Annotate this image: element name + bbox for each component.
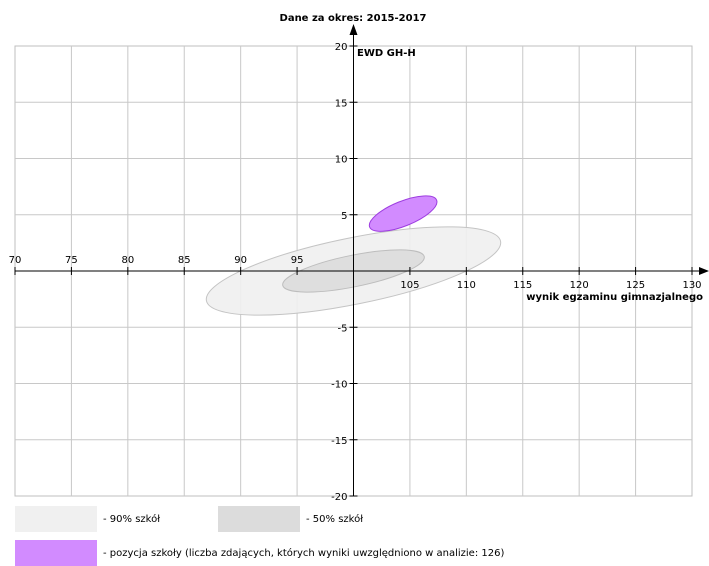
legend-label-50: - 50% szkół (306, 513, 364, 525)
ellipse-school-position (368, 195, 438, 232)
y-tick-label: 10 (335, 155, 348, 166)
x-tick-label: 95 (291, 255, 304, 266)
x-axis-label: wynik egzaminu gimnazjalnego (526, 292, 703, 303)
y-tick-label: 15 (335, 98, 348, 109)
x-tick-label: 80 (121, 255, 134, 266)
legend-swatch-90 (15, 506, 97, 532)
x-tick-label: 85 (178, 255, 191, 266)
axes (15, 24, 709, 496)
legend-swatch-school (15, 540, 97, 566)
y-axis-label: EWD GH-H (357, 48, 416, 59)
chart-title: Dane za okres: 2015-2017 (280, 13, 427, 24)
x-tick-label: 130 (682, 280, 701, 291)
legend-item-50: - 50% szkół (218, 506, 363, 532)
legend-swatch-50 (218, 506, 300, 532)
legend-label-school: - pozycja szkoły (liczba zdających, któr… (103, 547, 505, 559)
x-tick-label: 70 (9, 255, 22, 266)
y-tick-label: -15 (331, 436, 347, 447)
y-tick-label: 20 (335, 42, 348, 53)
y-tick-label: -5 (338, 323, 348, 334)
x-tick-label: 115 (513, 280, 532, 291)
legend-label-90: - 90% szkół (103, 513, 161, 525)
y-tick-label: -10 (331, 380, 347, 391)
legend-item-school: - pozycja szkoły (liczba zdających, któr… (15, 540, 504, 566)
x-tick-label: 105 (400, 280, 419, 291)
x-tick-label: 75 (65, 255, 78, 266)
y-axis-arrow (349, 24, 358, 35)
y-tick-label: -20 (331, 492, 347, 503)
x-tick-label: 120 (570, 280, 589, 291)
legend-item-90: - 90% szkół (15, 506, 160, 532)
x-tick-label: 110 (457, 280, 476, 291)
x-tick-label: 125 (626, 280, 645, 291)
x-tick-label: 90 (234, 255, 247, 266)
x-axis-arrow (699, 267, 709, 275)
y-tick-label: 5 (341, 211, 347, 222)
